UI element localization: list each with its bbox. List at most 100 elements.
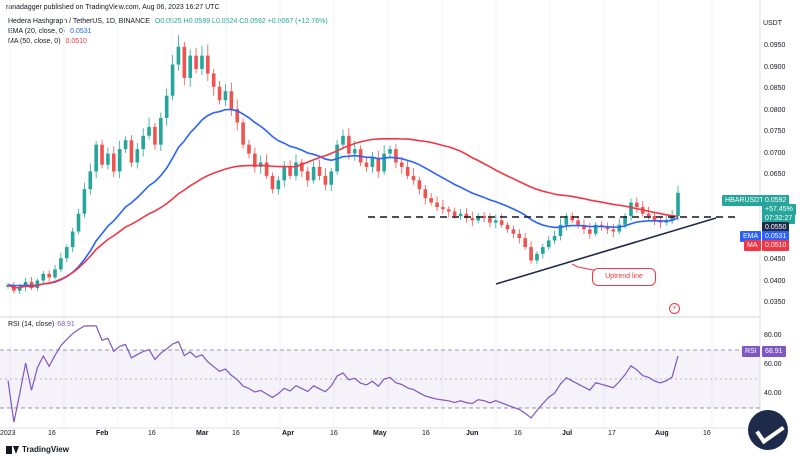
time-tick: 16	[422, 430, 430, 437]
candle-body	[135, 149, 140, 163]
time-tick: Apr	[282, 430, 295, 437]
candle-body	[159, 117, 163, 145]
ema-value: 0.0531	[70, 28, 92, 35]
symbol-tag-label: HBARUSDT	[725, 197, 764, 204]
candle-body	[417, 180, 422, 190]
publish-caption: ranadagger published on TradingView.com,…	[6, 4, 220, 11]
uptrend-line	[495, 217, 717, 285]
candle-body	[170, 64, 175, 96]
candle-body	[458, 213, 463, 216]
time-tick: Jun	[466, 430, 479, 437]
price-tick: 0.0650	[764, 171, 786, 178]
countdown-tag: 07:32:27	[762, 213, 796, 224]
candle-body	[88, 171, 93, 190]
candle-body	[229, 91, 234, 110]
candle-body	[188, 55, 192, 78]
price-tick: 0.0800	[764, 107, 786, 114]
last-price-tag: 0.0592	[762, 195, 790, 206]
uptrend-annotation[interactable]: Uptrend line	[592, 268, 656, 286]
tradingview-mark-icon	[6, 445, 19, 454]
candle-body	[423, 189, 428, 199]
ohlc-values: O0.0525 H0.0599 L0.0524 C0.0592 +0.0067 …	[154, 18, 328, 25]
candle-body	[141, 135, 145, 150]
candle-body	[76, 213, 81, 232]
time-tick: Jul	[562, 430, 573, 437]
tradingview-wordmark: TradingView	[22, 445, 69, 454]
candle-body	[111, 153, 116, 172]
candle-body	[223, 91, 228, 101]
price-tick: 0.0900	[764, 64, 786, 71]
candle-body	[405, 166, 410, 176]
candle-body	[464, 213, 469, 219]
candle-body	[153, 126, 157, 145]
candle-body	[129, 140, 134, 163]
ema-label: EMA (20, close, 0)	[8, 28, 66, 35]
candle-body	[364, 162, 369, 167]
candles	[6, 35, 680, 295]
candle-body	[352, 149, 357, 154]
candle-body	[588, 229, 592, 234]
time-tick: 16	[703, 430, 711, 437]
candle-body	[676, 192, 680, 216]
level-tag: 0.0550	[762, 222, 790, 233]
candle-body	[317, 166, 322, 176]
candle-body	[282, 166, 287, 181]
rsi-legend[interactable]: RSI (14, close) 68.91	[8, 321, 75, 328]
candle-body	[323, 175, 328, 185]
change-tag: +57.45%	[762, 204, 796, 215]
candle-body	[182, 46, 187, 78]
ma-value: 0.0510	[65, 38, 87, 45]
candle-body	[623, 215, 627, 225]
candle-body	[552, 235, 557, 241]
candle-body	[123, 140, 128, 150]
candle-body	[517, 233, 522, 239]
candle-body	[511, 229, 516, 234]
candle-body	[382, 153, 386, 172]
candle-body	[399, 162, 404, 167]
candle-body	[235, 109, 240, 123]
ma-label: MA (50, close, 0)	[8, 38, 61, 45]
candle-body	[253, 153, 257, 167]
rsi-tick: 60.00	[764, 361, 782, 368]
rsi-line	[7, 325, 679, 423]
tradingview-logo[interactable]: TradingView	[6, 445, 69, 454]
candle-body	[576, 220, 580, 225]
candle-body	[499, 220, 504, 225]
price-tick: 0.0850	[764, 85, 786, 92]
legend-ema-row[interactable]: EMA (20, close, 0) 0.0531	[8, 27, 328, 37]
candle-body	[617, 224, 622, 232]
candle-body	[64, 247, 69, 259]
candle-body	[494, 220, 498, 223]
candle-body	[59, 258, 63, 270]
legend-symbol-row[interactable]: Hedera Hashgraph / TetherUS, 1D, BINANCE…	[8, 17, 328, 27]
currency-label[interactable]: USDT	[762, 20, 782, 27]
time-axis[interactable]: 2023 16 Feb 16 Mar 16 Apr 16 May 16 Jun 16 Jul 17 Aug 1…	[0, 430, 760, 442]
price-tick: 0.0450	[764, 256, 786, 263]
candle-body	[288, 166, 292, 176]
candle-body	[429, 198, 433, 203]
candle-body	[441, 207, 445, 210]
candle-body	[147, 126, 151, 136]
candle-body	[194, 55, 198, 69]
lightning-icon[interactable]: ⚡	[669, 303, 680, 314]
candle-body	[211, 73, 216, 87]
time-tick: 16	[48, 430, 56, 437]
ma-line	[7, 137, 679, 289]
price-tick: 0.0400	[764, 278, 786, 285]
candle-body	[270, 175, 275, 190]
legend-ma-row[interactable]: MA (50, close, 0) 0.0510	[8, 37, 328, 47]
candle-body	[446, 209, 451, 212]
candle-body	[176, 46, 181, 65]
chart-legend: Hedera Hashgraph / TetherUS, 1D, BINANCE…	[8, 17, 328, 47]
ema-axis-tag: 0.0531	[762, 231, 790, 242]
price-tick: 0.0950	[764, 42, 786, 49]
candle-body	[347, 135, 351, 154]
candle-body	[388, 149, 392, 154]
time-tick: Feb	[96, 430, 109, 437]
candle-body	[117, 149, 122, 172]
rsi-label: RSI (14, close)	[8, 321, 55, 328]
annotation-pointer	[571, 263, 599, 272]
candle-body	[94, 144, 98, 172]
symbol-price-tag[interactable]: HBARUSDT	[722, 195, 767, 206]
